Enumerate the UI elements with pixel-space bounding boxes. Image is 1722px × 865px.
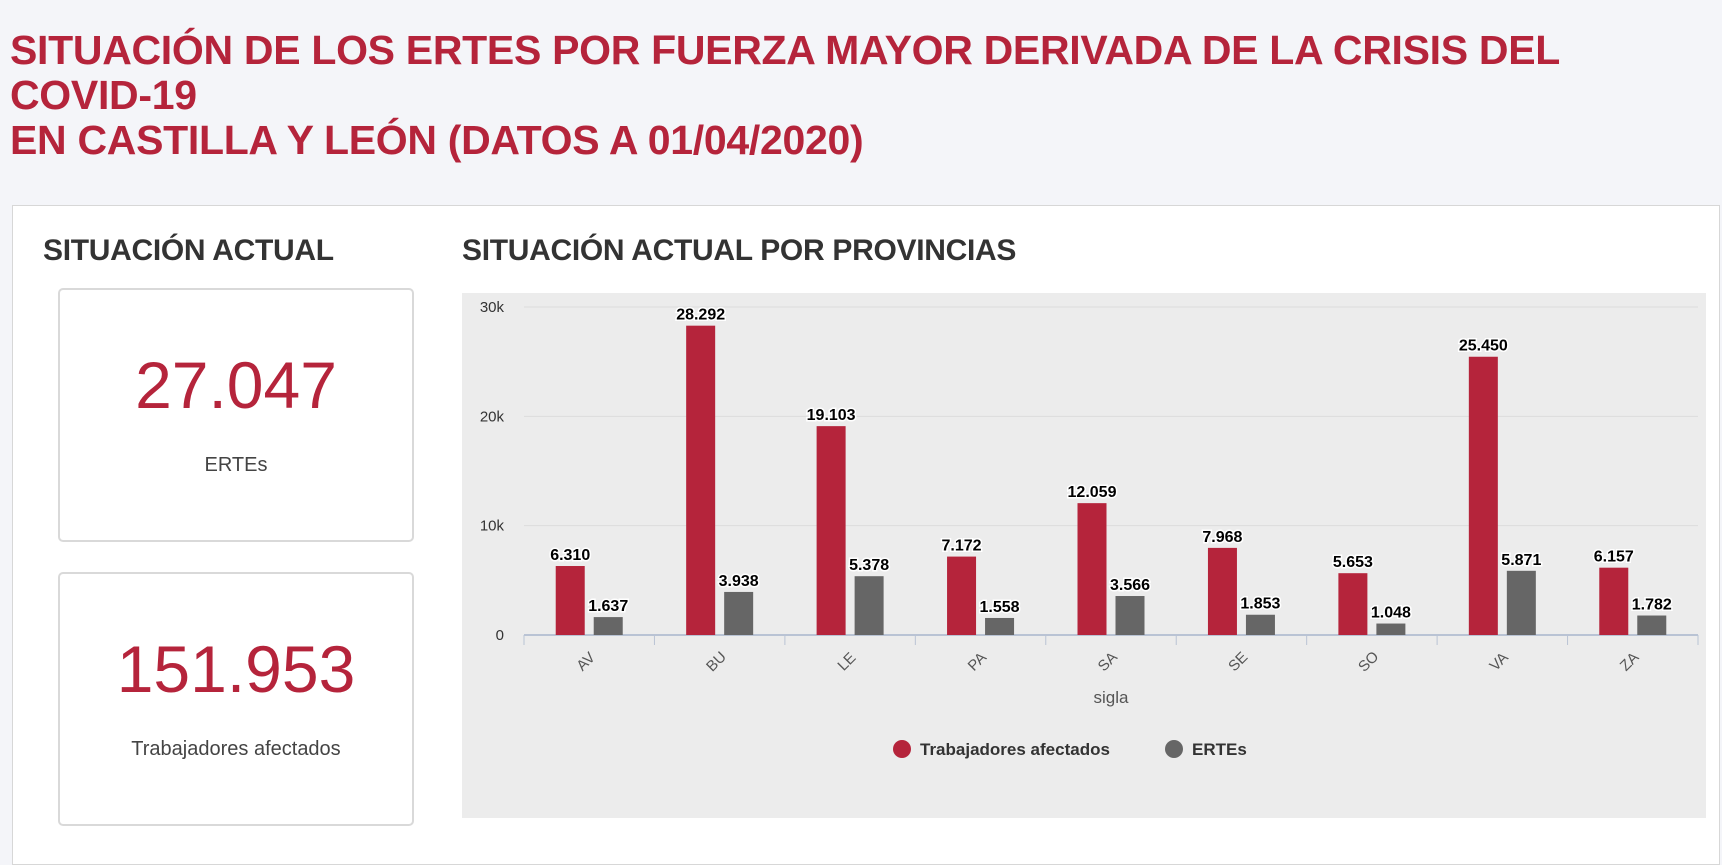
x-tick-label: SE [1225, 649, 1251, 675]
page-title: SITUACIÓN DE LOS ERTES POR FUERZA MAYOR … [10, 28, 1710, 163]
legend-label: ERTEs [1192, 740, 1247, 759]
y-tick-label: 10k [480, 518, 505, 535]
x-tick-label: PA [965, 649, 990, 674]
data-label: 6.157 [1594, 549, 1634, 566]
data-label: 5.378 [849, 557, 889, 574]
bar-trabajadores-va [1468, 356, 1498, 635]
x-axis-title: sigla [1094, 688, 1130, 707]
data-label: 1.558 [980, 599, 1020, 616]
bar-trabajadores-sa [1077, 503, 1107, 635]
data-label: 1.048 [1371, 605, 1411, 622]
chart-area: 0 10k 20k 30k 6.310 1.637 AV 28.292 3.938 BU 19.10… [462, 293, 1706, 818]
kpi-ertes-label: ERTEs [204, 454, 268, 476]
bar-ertes-pa [985, 617, 1015, 635]
data-label: 28.292 [676, 307, 725, 324]
bar-trabajadores-le [816, 426, 846, 635]
data-label: 3.566 [1110, 577, 1150, 594]
data-label: 1.853 [1240, 596, 1280, 613]
bar-ertes-bu [724, 591, 754, 635]
data-label: 1.637 [588, 598, 628, 615]
summary-title: SITUACIÓN ACTUAL [43, 234, 334, 267]
bar-trabajadores-bu [686, 325, 716, 635]
data-label: 25.450 [1459, 338, 1508, 355]
page-title-line-1: SITUACIÓN DE LOS ERTES POR FUERZA MAYOR … [10, 27, 1560, 118]
data-label: 3.938 [719, 573, 759, 590]
data-label: 6.310 [550, 547, 590, 564]
bar-ertes-va [1506, 570, 1536, 635]
bar-ertes-sa [1115, 596, 1145, 635]
dashboard-panel: SITUACIÓN ACTUAL 27.047 ERTEs 151.953 Tr… [12, 205, 1720, 865]
bar-ertes-av [593, 617, 623, 635]
bar-ertes-le [854, 576, 884, 635]
bar-trabajadores-se [1207, 547, 1237, 635]
kpi-ertes-card: 27.047 ERTEs [58, 288, 414, 542]
x-tick-label: SA [1095, 649, 1121, 675]
bar-trabajadores-so [1338, 573, 1368, 635]
bar-trabajadores-za [1599, 567, 1629, 635]
x-tick-label: AV [573, 649, 598, 674]
data-label: 7.968 [1202, 529, 1242, 546]
x-tick-label: LE [834, 649, 859, 674]
kpi-trabajadores-card: 151.953 Trabajadores afectados [58, 572, 414, 826]
page-title-line-2: EN CASTILLA Y LEÓN (DATOS A 01/04/2020) [10, 117, 864, 163]
x-tick-label: VA [1486, 649, 1511, 674]
chart-title: SITUACIÓN ACTUAL POR PROVINCIAS [462, 234, 1017, 267]
kpi-trabajadores-value: 151.953 [116, 632, 356, 706]
y-tick-label: 0 [496, 627, 504, 644]
bar-trabajadores-pa [947, 556, 977, 635]
bar-ertes-za [1637, 615, 1667, 635]
bar-ertes-so [1376, 623, 1406, 635]
legend-marker [1165, 740, 1183, 758]
kpi-ertes-value: 27.047 [135, 348, 337, 422]
legend-label: Trabajadores afectados [920, 740, 1110, 759]
data-label: 5.653 [1333, 554, 1373, 571]
x-tick-label: BU [703, 648, 730, 675]
y-tick-label: 20k [480, 408, 505, 425]
bar-chart: 0 10k 20k 30k 6.310 1.637 AV 28.292 3.938 BU 19.10… [480, 299, 1699, 759]
data-label: 1.782 [1632, 597, 1672, 614]
data-label: 12.059 [1068, 484, 1117, 501]
x-tick-label: ZA [1617, 649, 1643, 675]
y-tick-label: 30k [480, 299, 505, 316]
data-label: 5.871 [1501, 552, 1541, 569]
kpi-trabajadores-label: Trabajadores afectados [131, 738, 341, 760]
bar-ertes-se [1245, 614, 1275, 635]
data-label: 7.172 [942, 538, 982, 555]
bar-trabajadores-av [555, 566, 585, 635]
data-label: 19.103 [807, 407, 856, 424]
legend-marker [893, 740, 911, 758]
x-tick-label: SO [1355, 648, 1382, 675]
